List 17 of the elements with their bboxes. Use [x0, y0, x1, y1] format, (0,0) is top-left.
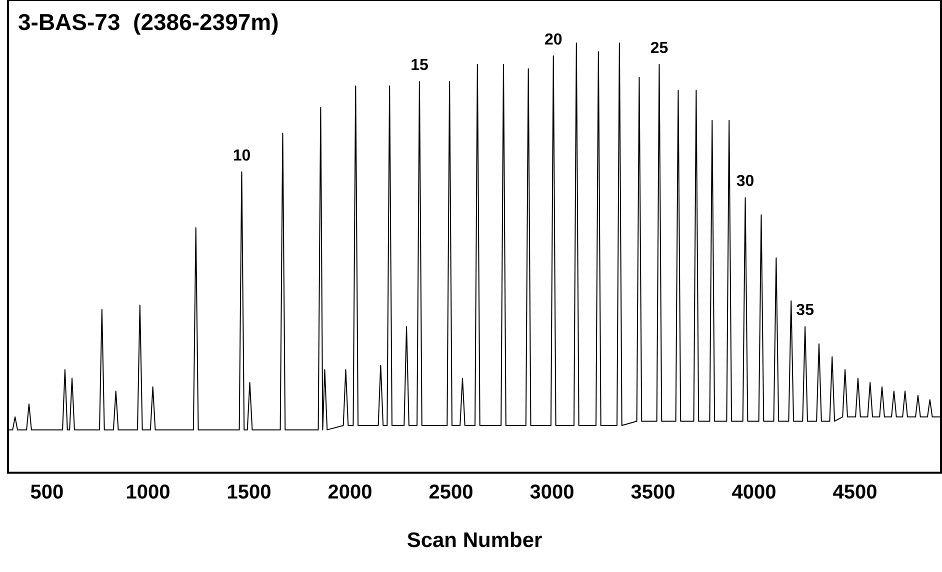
- x-tick-label: 3500: [630, 481, 676, 504]
- x-tick-label: 4000: [732, 481, 776, 504]
- x-tick-label: 2000: [328, 481, 372, 504]
- x-tick-label: 3000: [530, 481, 574, 504]
- annotation: 15: [410, 57, 428, 74]
- x-tick-label: 1500: [226, 481, 272, 504]
- x-tick-label: 500: [30, 481, 64, 504]
- annotation: 20: [544, 31, 562, 48]
- x-tick-label: 4500: [832, 481, 878, 504]
- annotation: 30: [736, 173, 754, 190]
- x-tick-label: 1000: [126, 481, 170, 504]
- annotation: 10: [232, 147, 251, 164]
- x-axis-title: Scan Number: [406, 529, 542, 552]
- chart-title: 3-BAS-73 (2386-2397m): [18, 8, 279, 35]
- annotation: 35: [796, 302, 814, 320]
- annotation: 25: [650, 40, 668, 57]
- x-tick-label: 2500: [428, 481, 474, 504]
